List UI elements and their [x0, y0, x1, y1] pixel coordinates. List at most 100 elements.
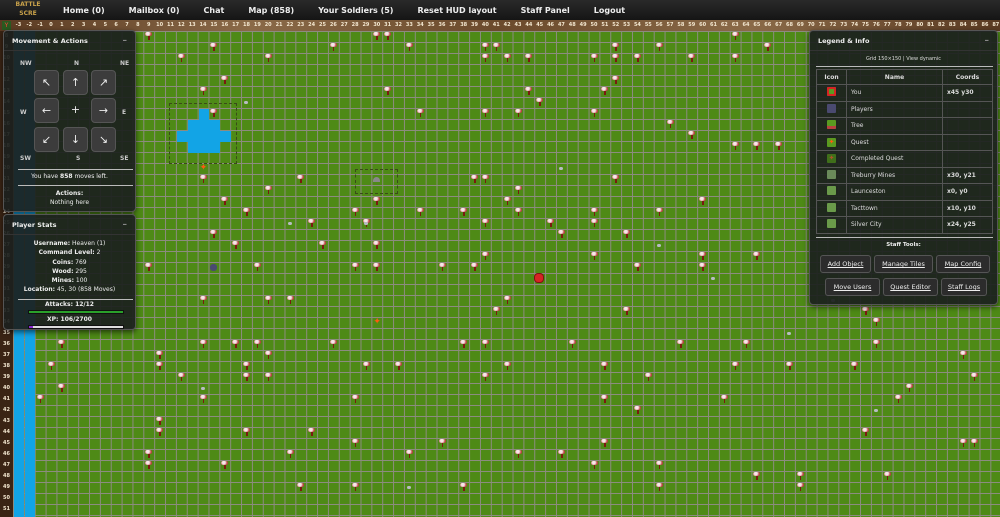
move-e-button[interactable]: →: [91, 98, 116, 123]
tree-icon: [731, 54, 739, 62]
lake-tile: [209, 120, 221, 131]
nav-soldiers[interactable]: Your Soldiers (5): [318, 5, 394, 15]
column-label: 11: [166, 22, 174, 28]
tree-icon: [210, 43, 218, 51]
tree-icon: [536, 98, 544, 106]
legend-name: Silver City: [846, 216, 943, 234]
minimize-icon[interactable]: –: [122, 35, 128, 46]
tree-icon: [796, 483, 804, 491]
lake-tile: [187, 142, 199, 153]
move-w-button[interactable]: ←: [34, 98, 59, 123]
col-header: Coords: [942, 69, 993, 85]
nav-staff-panel[interactable]: Staff Panel: [520, 5, 570, 15]
town-icon: [827, 202, 836, 212]
legend-name: Quest: [846, 133, 943, 151]
panel-header[interactable]: Player Stats –: [4, 215, 135, 235]
tree-icon: [731, 362, 739, 370]
legend-row: Players: [816, 100, 993, 118]
tree-icon: [373, 32, 381, 40]
move-nw-button[interactable]: ↖: [34, 70, 59, 95]
column-label: 10: [156, 22, 164, 28]
divider: [18, 185, 133, 186]
tree-icon: [731, 142, 739, 150]
tree-icon: [177, 54, 185, 62]
tree-icon: [253, 340, 261, 348]
move-ne-button[interactable]: ↗: [91, 70, 116, 95]
column-label: 48: [568, 22, 576, 28]
panel-header[interactable]: Movement & Actions –: [4, 31, 135, 51]
mine-icon[interactable]: [373, 177, 381, 182]
add-object-button[interactable]: Add Object: [820, 255, 871, 273]
column-label: 23: [297, 22, 305, 28]
column-label: 22: [286, 22, 294, 28]
tree-icon: [156, 362, 164, 370]
xp-label: XP: 106/2700: [47, 316, 92, 323]
tree-icon: [753, 142, 761, 150]
player-icon[interactable]: [210, 264, 218, 271]
move-n-button[interactable]: ↑: [63, 70, 88, 95]
column-label: 70: [807, 22, 815, 28]
column-label: 51: [601, 22, 609, 28]
column-label: 67: [775, 22, 783, 28]
nav-reset-hud[interactable]: Reset HUD layout: [417, 5, 497, 15]
quest-icon[interactable]: ✦: [199, 163, 208, 173]
row-label: 41: [3, 396, 10, 402]
tree-icon: [199, 87, 207, 95]
column-label: 44: [525, 22, 533, 28]
column-label: 71: [818, 22, 826, 28]
minimize-icon[interactable]: –: [122, 219, 128, 230]
nav-map[interactable]: Map (858): [248, 5, 295, 15]
column-label: 50: [590, 22, 598, 28]
game-logo[interactable]: BATTLE SCRE: [15, 1, 41, 17]
tree-icon: [232, 340, 240, 348]
move-s-button[interactable]: ↓: [63, 127, 88, 152]
column-label: 24: [308, 22, 316, 28]
nav-home[interactable]: Home (0): [63, 5, 105, 15]
nav-mailbox[interactable]: Mailbox (0): [128, 5, 180, 15]
row-label: 48: [3, 473, 10, 479]
tree-icon: [460, 340, 468, 348]
you-icon[interactable]: [535, 274, 544, 282]
quest-editor-button[interactable]: Quest Editor: [883, 278, 938, 296]
minimize-icon[interactable]: –: [984, 35, 990, 46]
tree-icon: [503, 54, 511, 62]
tree-icon: [481, 252, 489, 260]
staff-logs-button[interactable]: Staff Logs: [941, 278, 987, 296]
tree-icon: [634, 263, 642, 271]
tree-icon: [221, 197, 229, 205]
tree-icon: [481, 373, 489, 381]
row-label: 24: [3, 209, 10, 215]
row-label: 51: [3, 506, 10, 512]
tree-icon: [210, 230, 218, 238]
nav-chat[interactable]: Chat: [203, 5, 225, 15]
tree-icon: [351, 395, 359, 403]
tree-icon: [558, 450, 565, 458]
xp-bar: [28, 325, 124, 329]
dir-label: NW: [20, 60, 32, 67]
row-label: 45: [3, 440, 10, 446]
tree-icon: [177, 373, 185, 381]
column-label: 33: [405, 22, 413, 28]
rock-icon: [711, 277, 716, 280]
column-label: 34: [416, 22, 424, 28]
legend-icon-cell: [816, 183, 847, 201]
tree-icon: [590, 54, 598, 62]
move-sw-button[interactable]: ↙: [34, 127, 59, 152]
tree-icon: [688, 54, 696, 62]
move-se-button[interactable]: ↘: [91, 127, 116, 152]
tree-icon: [872, 340, 880, 348]
tree-icon: [384, 87, 392, 95]
column-label: 85: [970, 22, 978, 28]
legend-row: Treburry Mines x30, y21: [816, 166, 993, 184]
legend-coords: x0, y0: [942, 183, 993, 201]
manage-tiles-button[interactable]: Manage Tiles: [874, 255, 933, 273]
tree-icon: [145, 461, 153, 469]
panel-header[interactable]: Legend & Info –: [810, 31, 997, 51]
quest-icon: ✦: [827, 137, 836, 147]
nav-logout[interactable]: Logout: [593, 5, 626, 15]
map-config-button[interactable]: Map Config: [936, 255, 990, 273]
legend-row: Launceston x0, y0: [816, 183, 993, 201]
quest-icon[interactable]: ✦: [373, 317, 381, 327]
column-label: 13: [188, 22, 196, 28]
move-users-button[interactable]: Move Users: [825, 278, 880, 296]
